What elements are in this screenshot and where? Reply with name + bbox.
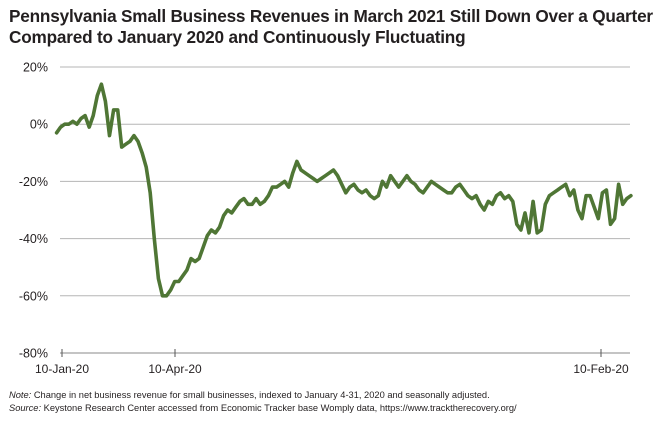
source-text: Source: Keystone Research Center accesse… [9,403,517,413]
source-body: Keystone Research Center accessed from E… [41,403,517,413]
x-tick-label: 10-Apr-20 [148,362,202,376]
y-tick-label: 0% [30,118,48,132]
x-axis: 10-Jan-20 10-Apr-20 10-Feb-20 [35,349,629,376]
y-axis: 20% 0% -20% -40% -60% -80% [19,61,48,361]
line-chart: 20% 0% -20% -40% -60% -80% 10-Jan-20 10-Apr-20… [19,61,633,376]
y-tick-label: -60% [19,289,48,303]
note-body: Change in net business revenue for small… [31,390,490,400]
note-text: Note: Change in net business revenue for… [9,390,490,400]
note-label: Note: [9,390,32,400]
chart-title: Pennsylvania Small Business Revenues in … [9,6,653,47]
x-tick-label: 10-Jan-20 [35,362,89,376]
y-tick-label: -40% [19,232,48,246]
source-label: Source: [9,403,42,413]
y-tick-label: 20% [23,61,48,75]
y-tick-label: -20% [19,175,48,189]
x-tick-label: 10-Feb-20 [573,362,629,376]
y-tick-label: -80% [19,347,48,361]
series-line [54,82,633,298]
